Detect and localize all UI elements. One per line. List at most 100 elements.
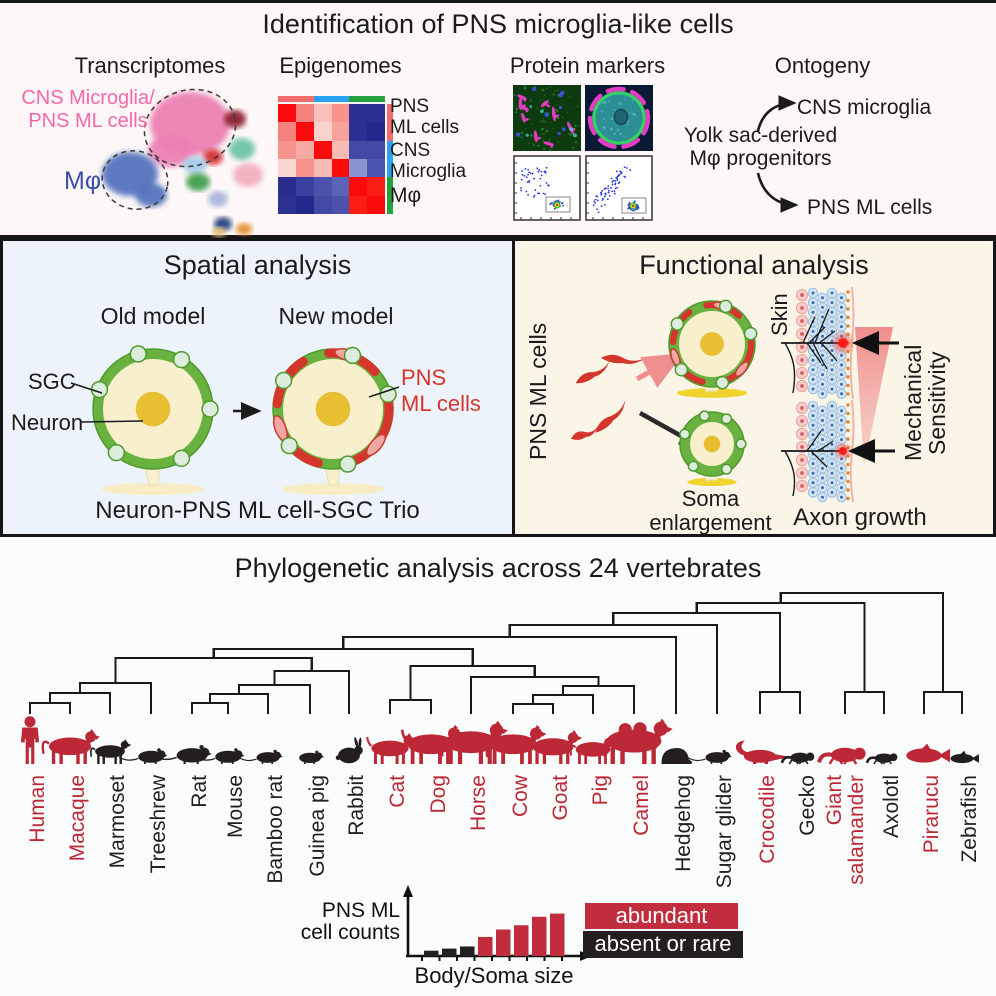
identification-panel: Identification of PNS microglia-like cel… (0, 0, 996, 238)
spatial-title: Spatial analysis (163, 250, 352, 280)
umap-outline-blue (101, 150, 169, 210)
tree-branch (388, 698, 433, 714)
heatmap-right-annotation (387, 104, 393, 215)
animal-label: Mouse (224, 775, 247, 838)
heatmap-cell (278, 140, 296, 159)
animal-label: Giant salamander (823, 775, 868, 885)
legend-absent-or-rare: absent or rare (583, 931, 743, 958)
skin-label: Skin (767, 293, 792, 337)
heatmap-row-label-mlcells: ML cells (390, 117, 459, 138)
sensitivity-gradient-triangle (855, 327, 893, 467)
tree-branch (237, 683, 312, 714)
umap-cluster (183, 156, 207, 174)
soma-enlargement-label: Soma enlargement (649, 486, 772, 535)
heatmap-cell (331, 104, 350, 123)
salamander-icon (865, 753, 898, 765)
functional-pns-ml-cells-label: PNS ML cells (525, 322, 551, 461)
bar (496, 929, 511, 956)
heatmap-cell (295, 177, 314, 196)
trio-caption: Neuron-PNS ML cell-SGC Trio (95, 497, 420, 524)
old-model-label: Old model (100, 303, 206, 329)
fish-icon (906, 743, 950, 763)
animal-label: Guinea pig (306, 775, 329, 877)
tree-branch (758, 690, 802, 714)
annotation-segment (387, 177, 393, 215)
heatmap-cell (367, 140, 385, 159)
chart-ylabel-line2: cell counts (301, 921, 400, 944)
epigenomes-heading: Epigenomes (279, 53, 402, 78)
umap-cluster (203, 149, 223, 165)
tree-branch (409, 664, 536, 700)
fluorescence-image-1 (513, 85, 581, 151)
skin-cross-section (781, 286, 856, 400)
tree-branch (779, 591, 945, 692)
rabbit-icon (335, 737, 363, 764)
animal-label: Goat (549, 775, 572, 821)
transcriptomes-heading: Transcriptomes (74, 53, 226, 78)
heatmap-cell (331, 195, 350, 214)
rodent-icon (688, 749, 732, 764)
heatmap-cell (278, 122, 296, 141)
quadruped-icon (366, 733, 417, 764)
svg-text:Giant: Giant (823, 775, 846, 825)
lizard-icon (780, 752, 815, 765)
functional-diagram (571, 286, 899, 503)
animal-label: Crocodile (756, 775, 779, 864)
tree-branch (922, 690, 964, 714)
heatmap-cell (349, 195, 368, 214)
pns-pointer-line (368, 386, 400, 398)
heatmap-cell (313, 195, 332, 214)
annotation-segment (313, 96, 350, 102)
hedgehog-icon (661, 748, 693, 764)
heatmap-cell (331, 159, 350, 178)
umap-cluster (208, 191, 228, 207)
tree-branch (511, 702, 555, 714)
phylo-title: Phylogenetic analysis across 24 vertebra… (234, 553, 762, 583)
neuron-pointer-line (80, 420, 144, 423)
heatmap-cell (349, 140, 368, 159)
umap-mphi-label: Mφ (64, 167, 102, 195)
animal-label: Hedgehog (672, 775, 695, 872)
heatmap-cell (313, 159, 332, 178)
heatmap-cell (278, 159, 296, 178)
fluorescence-image-2 (585, 85, 653, 151)
animal-label: Zebrafish (958, 775, 981, 863)
quadruped-icon (440, 720, 508, 764)
annotation-segment (278, 96, 314, 102)
annotation-segment (387, 104, 393, 141)
protein-markers-heading: Protein markers (509, 53, 666, 78)
animal-label: Human (26, 775, 49, 843)
ontogeny-source-label: Yolk sac-derived Mφ progenitors (683, 124, 838, 170)
neuron-diagram (679, 410, 747, 486)
top-panel-title: Identification of PNS microglia-like cel… (262, 9, 734, 39)
skin-cross-section (781, 399, 855, 503)
tree-branch (561, 684, 636, 714)
heatmap-cell (313, 104, 332, 123)
axon-growth-label: Axon growth (793, 504, 927, 531)
heatmap-cell (295, 159, 314, 178)
legend-abundant: abundant (585, 903, 738, 929)
ontogeny-pns-label: PNS ML cells (807, 196, 933, 219)
heatmap-cell (367, 195, 385, 214)
heatmap-cell (367, 122, 385, 141)
new-model-label: New model (278, 303, 394, 329)
heatmap-cell (349, 104, 368, 123)
quadruped-icon (529, 730, 582, 764)
heatmap-cell (367, 159, 385, 178)
crocodile-icon (735, 740, 791, 764)
bar (478, 936, 493, 956)
pns-ml-cell-icon (571, 425, 599, 440)
umap-outline-pink (143, 88, 237, 168)
animal-label: Sugar glider (713, 775, 736, 888)
bar (550, 913, 565, 956)
animal-label: Treeshrew (147, 774, 170, 873)
sensitivity-label: Sensitivity (924, 351, 950, 455)
bar (442, 948, 457, 956)
animal-label: Axolotl (880, 775, 903, 838)
umap-cluster (233, 163, 263, 187)
umap-cluster (212, 227, 226, 237)
neuron-diagram (90, 345, 219, 495)
salamander-icon (817, 747, 866, 765)
